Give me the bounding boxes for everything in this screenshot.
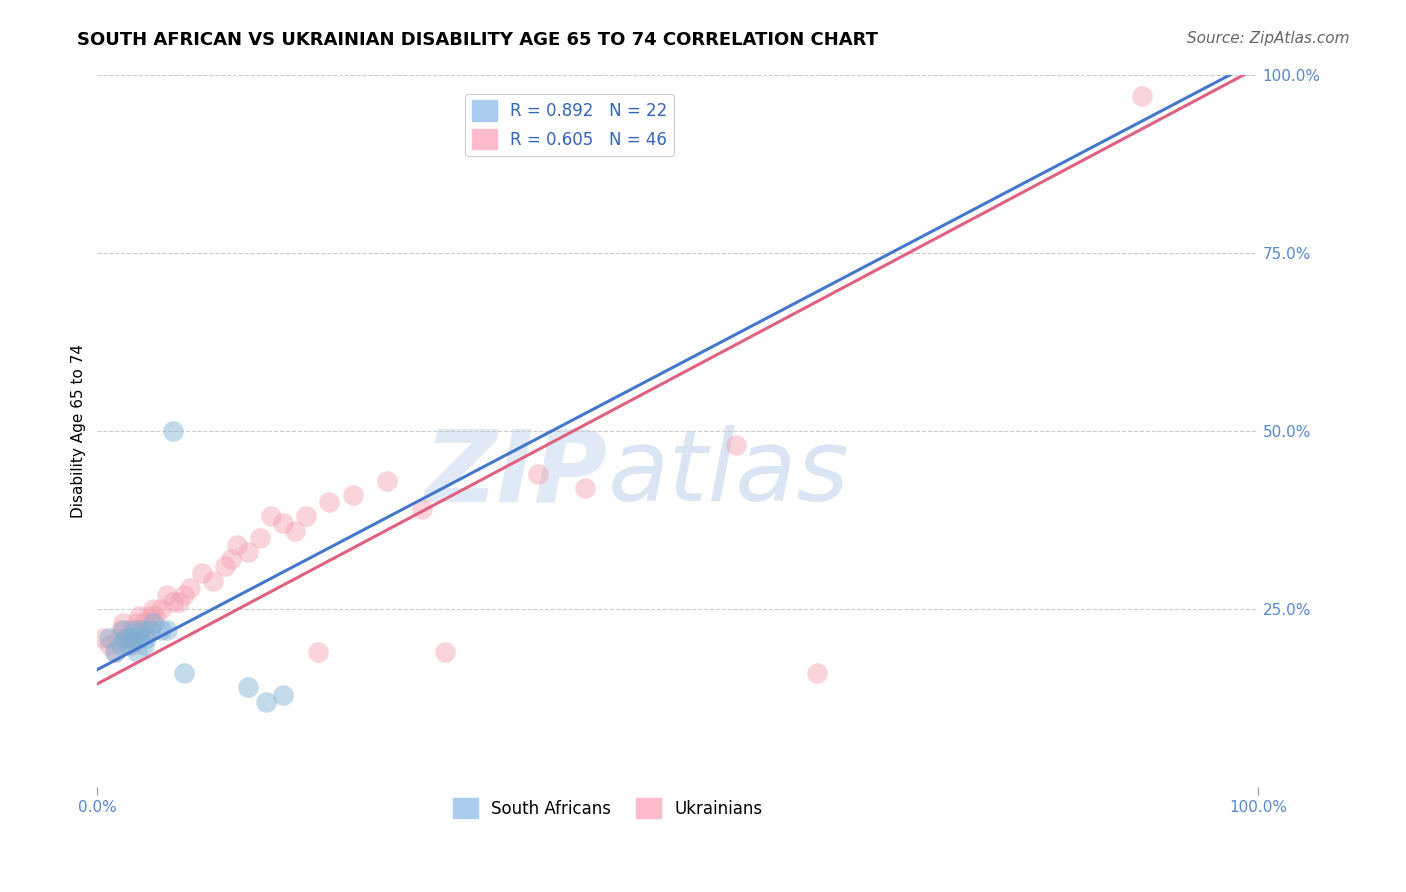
Point xyxy=(145,609,167,624)
Point xyxy=(132,616,155,631)
Point xyxy=(574,481,596,495)
Point xyxy=(191,566,214,581)
Point xyxy=(806,666,828,681)
Point xyxy=(318,495,340,509)
Point xyxy=(434,645,457,659)
Point xyxy=(225,538,247,552)
Point xyxy=(124,631,146,645)
Legend: South Africans, Ukrainians: South Africans, Ukrainians xyxy=(446,791,769,825)
Point xyxy=(271,516,294,531)
Point xyxy=(162,595,184,609)
Point xyxy=(124,624,146,638)
Point xyxy=(254,695,277,709)
Point xyxy=(411,502,433,516)
Point xyxy=(128,631,150,645)
Point xyxy=(202,574,225,588)
Y-axis label: Disability Age 65 to 74: Disability Age 65 to 74 xyxy=(72,343,86,518)
Point xyxy=(111,616,134,631)
Point xyxy=(150,602,173,616)
Point xyxy=(110,638,132,652)
Point xyxy=(249,531,271,545)
Point xyxy=(219,552,242,566)
Point xyxy=(162,424,184,438)
Point xyxy=(156,624,179,638)
Point xyxy=(115,631,138,645)
Point xyxy=(110,624,132,638)
Point xyxy=(121,638,143,652)
Point xyxy=(132,638,155,652)
Point xyxy=(97,638,120,652)
Point xyxy=(295,509,318,524)
Point xyxy=(179,581,201,595)
Point xyxy=(238,681,260,695)
Point xyxy=(104,645,127,659)
Point xyxy=(135,631,157,645)
Point xyxy=(271,688,294,702)
Point xyxy=(214,559,236,574)
Point xyxy=(104,645,127,659)
Text: Source: ZipAtlas.com: Source: ZipAtlas.com xyxy=(1187,31,1350,46)
Point xyxy=(724,438,747,452)
Point xyxy=(135,624,157,638)
Point xyxy=(150,624,173,638)
Point xyxy=(111,624,134,638)
Point xyxy=(128,609,150,624)
Point xyxy=(342,488,364,502)
Point xyxy=(118,624,141,638)
Point xyxy=(527,467,550,481)
Point xyxy=(115,631,138,645)
Point xyxy=(107,631,129,645)
Point xyxy=(97,631,120,645)
Point xyxy=(167,595,190,609)
Point xyxy=(91,631,114,645)
Text: ZIP: ZIP xyxy=(425,425,607,522)
Point xyxy=(131,624,153,638)
Point xyxy=(138,624,160,638)
Point xyxy=(125,645,148,659)
Point xyxy=(138,609,160,624)
Point xyxy=(173,666,195,681)
Point xyxy=(142,616,165,631)
Point xyxy=(121,631,143,645)
Point xyxy=(173,588,195,602)
Text: SOUTH AFRICAN VS UKRAINIAN DISABILITY AGE 65 TO 74 CORRELATION CHART: SOUTH AFRICAN VS UKRAINIAN DISABILITY AG… xyxy=(77,31,879,49)
Point xyxy=(118,638,141,652)
Point xyxy=(1130,89,1153,103)
Point xyxy=(307,645,329,659)
Point xyxy=(260,509,283,524)
Point xyxy=(125,616,148,631)
Point xyxy=(238,545,260,559)
Point xyxy=(142,602,165,616)
Point xyxy=(284,524,307,538)
Point xyxy=(131,624,153,638)
Point xyxy=(377,474,399,488)
Text: atlas: atlas xyxy=(607,425,849,522)
Point xyxy=(156,588,179,602)
